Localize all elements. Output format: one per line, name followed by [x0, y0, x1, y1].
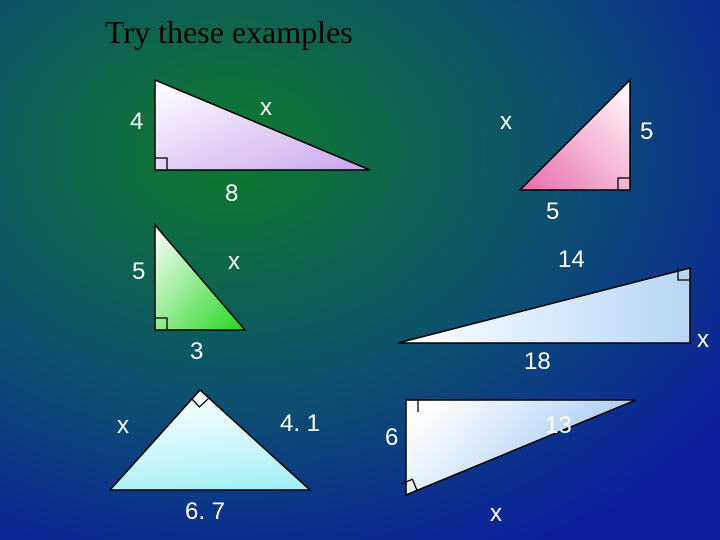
t1-side-c-label: x: [260, 94, 272, 122]
t4-side-a-label: 14: [558, 246, 585, 274]
triangle-3: [155, 225, 245, 330]
triangle-4: [398, 268, 690, 343]
t6-side-a-label: 6: [385, 424, 398, 452]
t2-side-c-label: x: [500, 108, 512, 136]
t3-side-a-label: 5: [132, 258, 145, 286]
slide-title: Try these examples: [105, 14, 353, 51]
t1-side-b-label: 8: [225, 180, 238, 208]
t4-side-c-label: 18: [524, 348, 551, 376]
triangle-6-angle: [406, 400, 636, 495]
t5-side-a-label: x: [117, 412, 129, 440]
t3-side-b-label: 3: [190, 338, 203, 366]
t4-side-b-label: x: [697, 326, 709, 354]
t2-side-b-label: 5: [546, 198, 559, 226]
t5-side-c-label: 6. 7: [185, 498, 225, 526]
t2-side-a-label: 5: [640, 118, 653, 146]
triangle-5: [110, 390, 310, 490]
t1-side-a-label: 4: [130, 108, 143, 136]
triangle-2: [520, 80, 630, 190]
slide: Try these examples 4 8 x 5 5 x: [0, 0, 720, 540]
t3-side-c-label: x: [228, 248, 240, 276]
t6-side-c-label: x: [490, 500, 502, 528]
t6-side-b-label: 13: [545, 412, 572, 440]
t5-side-b-label: 4. 1: [280, 410, 320, 438]
